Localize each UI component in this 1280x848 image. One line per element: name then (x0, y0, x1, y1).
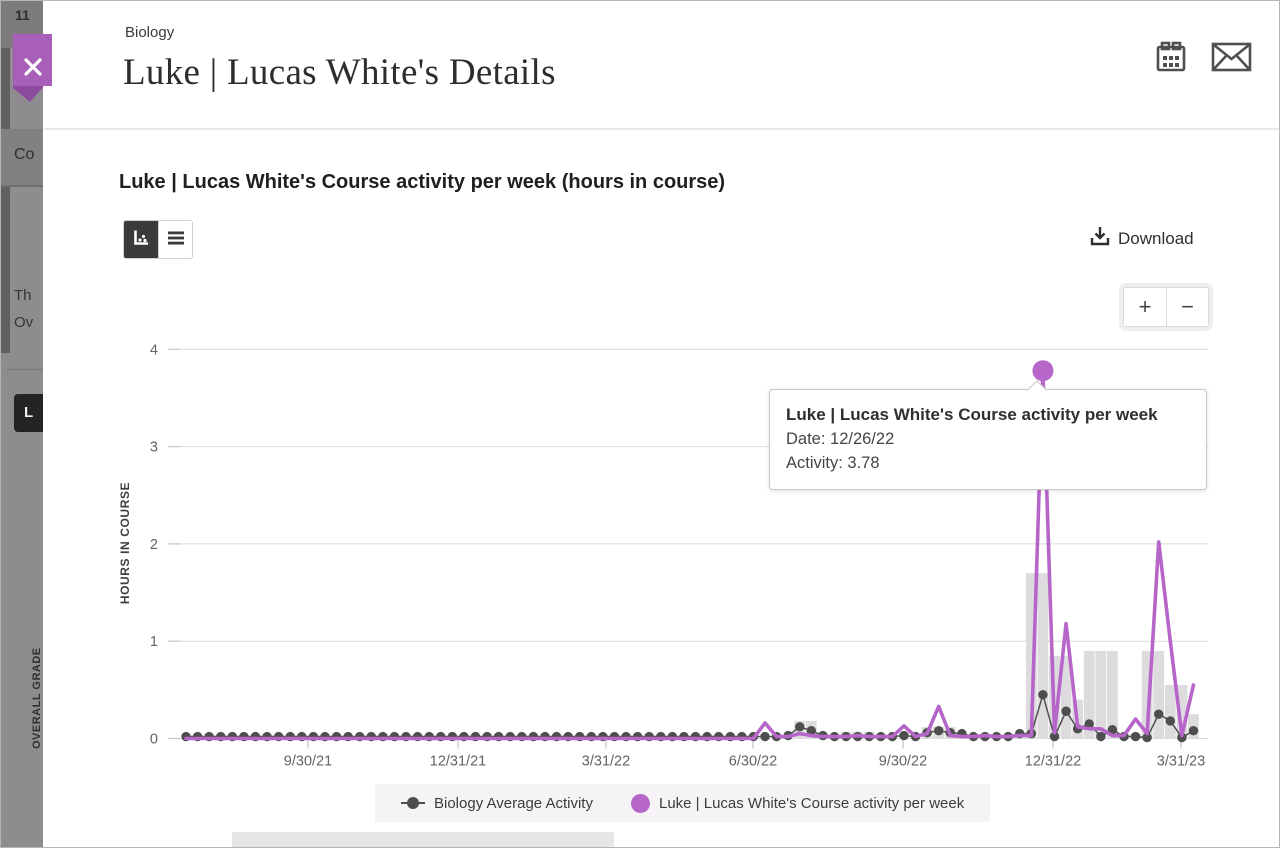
download-label: Download (1118, 228, 1194, 248)
background-button-fragment: L (14, 394, 43, 432)
zoom-in-button[interactable]: + (1124, 288, 1166, 326)
envelope-icon (1211, 42, 1253, 75)
background-scroll-strip (232, 832, 614, 847)
background-tab-band: Co (1, 129, 43, 187)
list-view-button[interactable] (158, 221, 192, 258)
tooltip-activity: Activity: 3.78 (786, 454, 880, 472)
download-button[interactable]: Download (1089, 225, 1194, 252)
page-title: Luke | Lucas White's Details (123, 52, 556, 93)
calendar-icon (1153, 41, 1189, 78)
calendar-button[interactable] (1153, 39, 1189, 78)
legend-label-average: Biology Average Activity (434, 794, 593, 812)
background-text-line2: Ov (14, 314, 34, 331)
chart-title: Luke | Lucas White's Course activity per… (119, 171, 726, 193)
chart-view-button[interactable] (124, 221, 158, 258)
close-icon (13, 56, 52, 78)
download-icon (1089, 225, 1111, 252)
list-icon (167, 230, 185, 249)
header-divider (44, 128, 1279, 130)
background-text-fragment: 11 (15, 7, 30, 23)
student-series-marker-icon (630, 793, 650, 813)
message-button[interactable] (1211, 42, 1253, 75)
course-name-label: Biology (125, 24, 175, 41)
tooltip-title: Luke | Lucas White's Course activity per… (786, 405, 1158, 424)
chart-tooltip: Luke | Lucas White's Course activity per… (769, 380, 1207, 490)
overall-grade-vertical-label: OVERALL GRADE (31, 647, 43, 749)
legend-item-student: Luke | Lucas White's Course activity per… (630, 793, 965, 813)
close-button[interactable] (13, 34, 52, 86)
legend-item-average: Biology Average Activity (401, 795, 593, 812)
chart-legend: Biology Average Activity Luke | Lucas Wh… (375, 784, 991, 822)
background-tab-label: Co (14, 146, 35, 163)
dimmed-background-page: 11 Co Th Ov L OVERALL GRADE (1, 1, 43, 847)
zoom-out-button[interactable]: − (1166, 288, 1208, 326)
tooltip-date: Date: 12/26/22 (786, 430, 895, 448)
legend-label-student: Luke | Lucas White's Course activity per… (658, 794, 965, 812)
background-text-line1: Th (14, 287, 32, 304)
close-button-ribbon-fold (13, 85, 43, 102)
scatter-chart-icon (131, 228, 151, 251)
background-divider (7, 369, 43, 370)
zoom-controls: + − (1123, 287, 1209, 327)
average-series-marker-icon (401, 797, 425, 809)
chart-view-toggle (123, 220, 193, 259)
